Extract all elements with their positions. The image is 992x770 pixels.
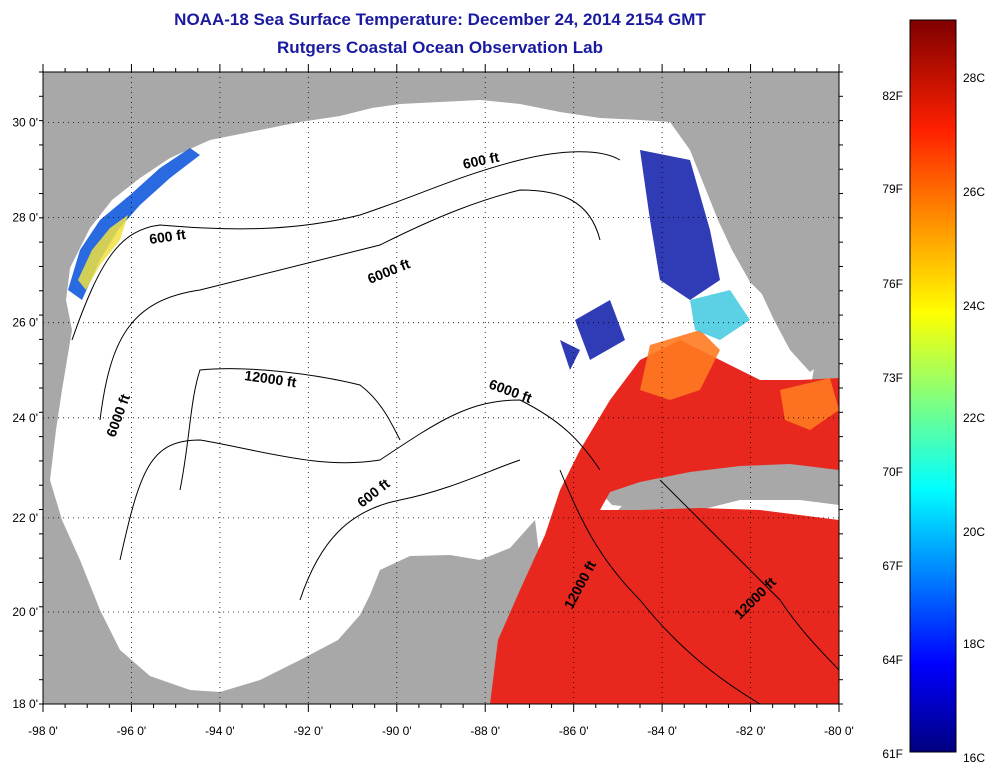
colorbar-c-label: 28C (963, 71, 985, 85)
gulf-water (50, 100, 816, 692)
longitude-label: -84 0' (647, 724, 677, 738)
longitude-label: -88 0' (470, 724, 500, 738)
sst-orange-patches (640, 330, 839, 430)
longitude-label: -90 0' (382, 724, 412, 738)
colorbar-f-label: 61F (882, 747, 903, 761)
longitude-label: -80 0' (824, 724, 854, 738)
colorbar-fahrenheit-labels: 82F 79F 76F 73F 70F 67F 64F 61F (882, 89, 903, 761)
latitude-axis: 30 0' 28 0' 26 0' 24 0' 22 0' 20 0' 18 0' (12, 116, 38, 712)
sst-cyan-patches (690, 290, 750, 340)
latitude-label: 22 0' (12, 511, 38, 525)
map-subtitle: Rutgers Coastal Ocean Observation Lab (277, 38, 603, 57)
depth-label: 600 ft (461, 149, 500, 172)
longitude-label: -82 0' (736, 724, 766, 738)
latitude-label: 30 0' (12, 116, 38, 130)
latitude-label: 20 0' (12, 605, 38, 619)
depth-label: 600 ft (148, 226, 187, 247)
colorbar-c-label: 24C (963, 299, 985, 313)
colorbar (909, 19, 957, 753)
graticule (43, 72, 839, 704)
colorbar-f-label: 76F (882, 277, 903, 291)
cuba-land (600, 462, 839, 508)
colorbar-celsius-labels: 28C 26C 24C 22C 20C 18C 16C (963, 71, 985, 765)
depth-label: 12000 ft (244, 367, 298, 390)
colorbar-c-label: 20C (963, 525, 985, 539)
axis-ticks (39, 64, 843, 712)
latitude-label: 18 0' (12, 697, 38, 711)
colorbar-c-label: 26C (963, 185, 985, 199)
longitude-label: -86 0' (559, 724, 589, 738)
latitude-label: 26 0' (12, 316, 38, 330)
map-title: NOAA-18 Sea Surface Temperature: Decembe… (174, 10, 706, 29)
colorbar-f-label: 73F (882, 371, 903, 385)
map-area: 600 ft 600 ft 6000 ft 12000 ft 6000 ft 6… (43, 72, 839, 704)
colorbar-f-label: 82F (882, 89, 903, 103)
longitude-label: -92 0' (293, 724, 323, 738)
sst-texas-coast-warm (78, 215, 128, 290)
depth-contours (71, 151, 839, 704)
colorbar-c-label: 18C (963, 637, 985, 651)
longitude-label: -96 0' (117, 724, 147, 738)
latitude-label: 28 0' (12, 211, 38, 225)
florida-land (736, 72, 839, 372)
longitude-label: -94 0' (205, 724, 235, 738)
colorbar-f-label: 70F (882, 465, 903, 479)
sst-warm-region (490, 340, 839, 704)
colorbar-c-label: 16C (963, 751, 985, 765)
colorbar-f-label: 67F (882, 559, 903, 573)
colorbar-f-label: 64F (882, 653, 903, 667)
latitude-label: 24 0' (12, 411, 38, 425)
longitude-axis: -98 0' -96 0' -94 0' -92 0' -90 0' -88 0' -86 … (28, 724, 854, 738)
sst-texas-coast (68, 148, 200, 300)
colorbar-c-label: 22C (963, 411, 985, 425)
longitude-label: -98 0' (28, 724, 58, 738)
colorbar-f-label: 79F (882, 182, 903, 196)
sst-cool-patches (560, 150, 720, 370)
